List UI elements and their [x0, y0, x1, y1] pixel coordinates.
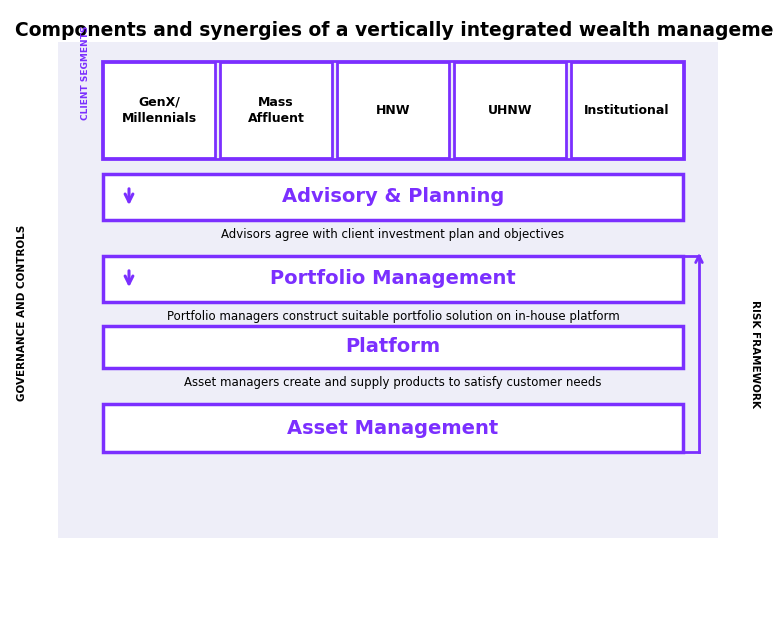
- Text: Asset managers create and supply products to satisfy customer needs: Asset managers create and supply product…: [184, 376, 601, 389]
- Text: Components and synergies of a vertically integrated wealth management firm: Components and synergies of a vertically…: [15, 20, 774, 40]
- Bar: [103, 326, 683, 368]
- Bar: [58, 42, 718, 538]
- Bar: [102, 61, 684, 159]
- Text: Portfolio Management: Portfolio Management: [270, 270, 516, 288]
- Text: Platform: Platform: [345, 337, 440, 356]
- Bar: [454, 62, 566, 158]
- Bar: [571, 62, 683, 158]
- Text: Advisory & Planning: Advisory & Planning: [282, 187, 504, 206]
- Text: Mass
Affluent: Mass Affluent: [248, 95, 304, 125]
- Bar: [220, 62, 332, 158]
- Text: GOVERNANCE AND CONTROLS: GOVERNANCE AND CONTROLS: [17, 225, 27, 401]
- Bar: [103, 404, 683, 452]
- Text: GenX/
Millennials: GenX/ Millennials: [122, 95, 197, 125]
- Bar: [103, 256, 683, 302]
- Bar: [103, 174, 683, 220]
- Text: Advisors agree with client investment plan and objectives: Advisors agree with client investment pl…: [221, 228, 564, 241]
- Text: UHNW: UHNW: [488, 104, 533, 117]
- Text: Portfolio managers construct suitable portfolio solution on in-house platform: Portfolio managers construct suitable po…: [166, 310, 619, 323]
- Bar: [337, 62, 449, 158]
- Text: HNW: HNW: [375, 104, 410, 117]
- Text: Asset Management: Asset Management: [287, 418, 498, 438]
- Bar: [103, 62, 215, 158]
- Text: RISK FRAMEWORK: RISK FRAMEWORK: [750, 300, 760, 408]
- Text: CLIENT SEGMENTS: CLIENT SEGMENTS: [80, 25, 90, 120]
- Text: Institutional: Institutional: [584, 104, 670, 117]
